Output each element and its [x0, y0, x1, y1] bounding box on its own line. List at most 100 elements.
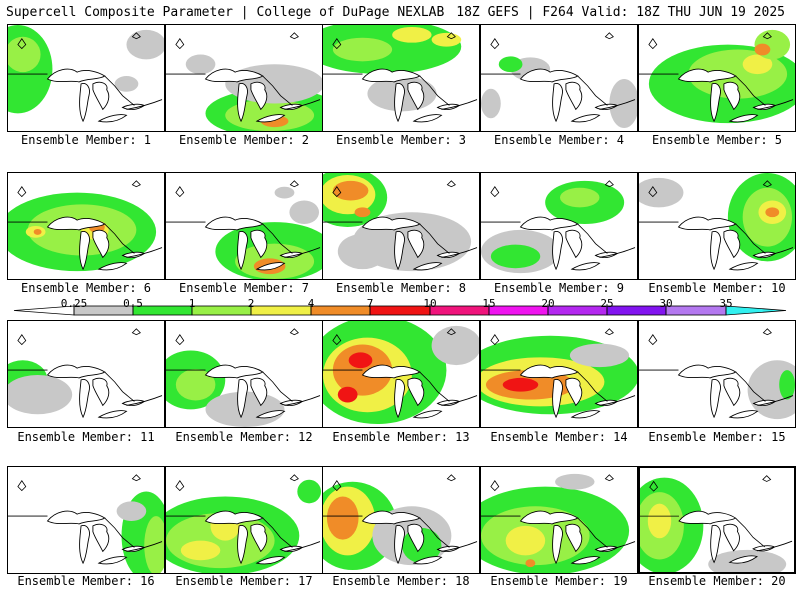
lake-outline	[723, 229, 741, 259]
member-caption: Ensemble Member: 16	[17, 574, 155, 588]
scp-field	[166, 474, 322, 573]
lake-outline	[407, 523, 425, 553]
ensemble-member-map-6[interactable]	[7, 172, 165, 280]
scp-contour-yellow	[431, 32, 462, 47]
lake-outline	[570, 410, 601, 419]
ensemble-member-map-18[interactable]	[322, 466, 480, 574]
ensemble-member-map-5[interactable]	[638, 24, 796, 132]
political-boundary	[8, 369, 135, 402]
political-boundary	[323, 369, 450, 402]
scp-field	[323, 321, 479, 425]
lake-outline	[599, 541, 636, 552]
lake-outline	[412, 114, 443, 123]
legend-tick-label: 7	[366, 297, 374, 310]
member-caption: Ensemble Member: 1	[20, 133, 152, 147]
legend-swatch	[191, 305, 252, 316]
lake-outline	[250, 523, 268, 553]
lake-outline	[441, 395, 478, 406]
lake-outline	[728, 262, 759, 271]
scp-field	[323, 173, 478, 272]
scp-contour-lgreen	[8, 36, 41, 73]
member-caption: Ensemble Member: 6	[20, 281, 152, 295]
scp-contour-gray	[185, 54, 216, 75]
ensemble-member-map-11[interactable]	[7, 320, 165, 428]
member-caption: Ensemble Member: 19	[490, 574, 628, 588]
ensemble-member-map-17[interactable]	[165, 466, 323, 574]
member-caption: Ensemble Member: 7	[178, 281, 310, 295]
legend-swatch	[310, 305, 371, 316]
political-boundary	[166, 73, 293, 106]
ensemble-member-map-20[interactable]	[638, 466, 796, 574]
member-caption: Ensemble Member: 9	[493, 281, 625, 295]
political-boundary	[323, 515, 450, 548]
political-boundary	[8, 221, 135, 254]
scp-contour-gray	[555, 473, 595, 490]
lake-outline	[79, 83, 90, 123]
ensemble-member-map-12[interactable]	[165, 320, 323, 428]
coastline-detail	[175, 474, 299, 492]
scp-contour-red	[502, 377, 539, 392]
lake-outline	[237, 379, 248, 419]
lake-outline	[552, 83, 563, 123]
ensemble-member-map-3[interactable]	[322, 24, 480, 132]
political-boundary	[639, 221, 766, 254]
ensemble-member-map-14[interactable]	[480, 320, 638, 428]
coastline-detail	[332, 32, 456, 50]
scp-contour-lgreen	[559, 187, 600, 208]
coastline-detail	[648, 180, 772, 198]
legend-swatch	[488, 305, 549, 316]
ensemble-member-map-4[interactable]	[480, 24, 638, 132]
scp-contour-gray	[639, 177, 684, 208]
ensemble-member-map-7[interactable]	[165, 172, 323, 280]
lake-outline	[728, 114, 759, 123]
legend-swatch	[606, 305, 667, 316]
scp-contour-orange	[354, 207, 371, 218]
lake-outline	[412, 262, 443, 271]
lake-outline	[441, 247, 478, 258]
scp-contour-gray	[114, 76, 139, 92]
lake-outline	[92, 229, 110, 259]
ensemble-member-map-1[interactable]	[7, 24, 165, 132]
lake-outline	[570, 114, 601, 123]
lake-outline	[441, 99, 478, 110]
ensemble-member-map-13[interactable]	[322, 320, 480, 428]
coastline-detail	[490, 474, 614, 492]
lake-outline	[79, 379, 90, 419]
scp-field	[323, 25, 478, 123]
scp-field	[166, 328, 321, 427]
ensemble-member-map-9[interactable]	[480, 172, 638, 280]
coastline-detail	[648, 328, 772, 346]
scp-contour-gray	[116, 501, 147, 521]
ensemble-member-map-15[interactable]	[638, 320, 796, 428]
scp-field	[323, 474, 478, 571]
coastline-detail	[332, 328, 456, 346]
legend-tick-label: 0.25	[60, 297, 88, 310]
lake-outline	[599, 395, 636, 406]
lake-outline	[79, 231, 90, 271]
legend-swatch	[725, 305, 787, 316]
ensemble-member-map-19[interactable]	[480, 466, 638, 574]
ensemble-member-map-16[interactable]	[7, 466, 165, 574]
lake-outline	[126, 541, 163, 552]
lake-outline	[599, 247, 636, 258]
lake-outline	[97, 556, 128, 565]
member-caption: Ensemble Member: 10	[648, 281, 786, 295]
ensemble-member-map-10[interactable]	[638, 172, 796, 280]
lake-outline	[710, 379, 721, 419]
lake-outline	[677, 364, 737, 379]
scp-contour-green	[498, 56, 523, 73]
coastline-detail	[490, 328, 614, 346]
ensemble-member-map-8[interactable]	[322, 172, 480, 280]
lake-outline	[412, 556, 443, 565]
lake-outline	[728, 410, 759, 419]
ensemble-member-map-2[interactable]	[165, 24, 323, 132]
valid-time: 18Z GEFS | F264 Valid: 18Z THU JUN 19 20…	[456, 5, 785, 20]
scp-contour-gray	[8, 374, 73, 415]
scp-contour-lgreen	[332, 37, 393, 62]
lake-outline	[97, 410, 128, 419]
lake-outline	[570, 556, 601, 565]
lake-outline	[552, 525, 563, 565]
lake-outline	[92, 377, 110, 407]
lake-outline	[97, 262, 128, 271]
scp-field	[481, 328, 637, 419]
